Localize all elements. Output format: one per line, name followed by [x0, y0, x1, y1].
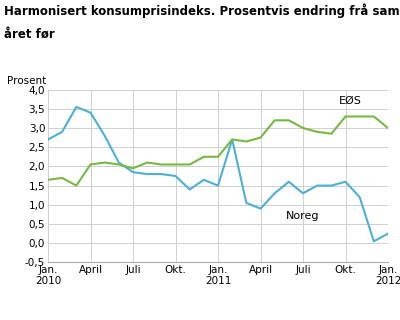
Text: EØS: EØS	[338, 96, 361, 106]
Text: Prosent: Prosent	[7, 76, 46, 86]
Text: Noreg: Noreg	[286, 212, 320, 221]
Text: året før: året før	[4, 27, 55, 40]
Text: Harmonisert konsumprisindeks. Prosentvis endring frå same månad: Harmonisert konsumprisindeks. Prosentvis…	[4, 3, 400, 18]
